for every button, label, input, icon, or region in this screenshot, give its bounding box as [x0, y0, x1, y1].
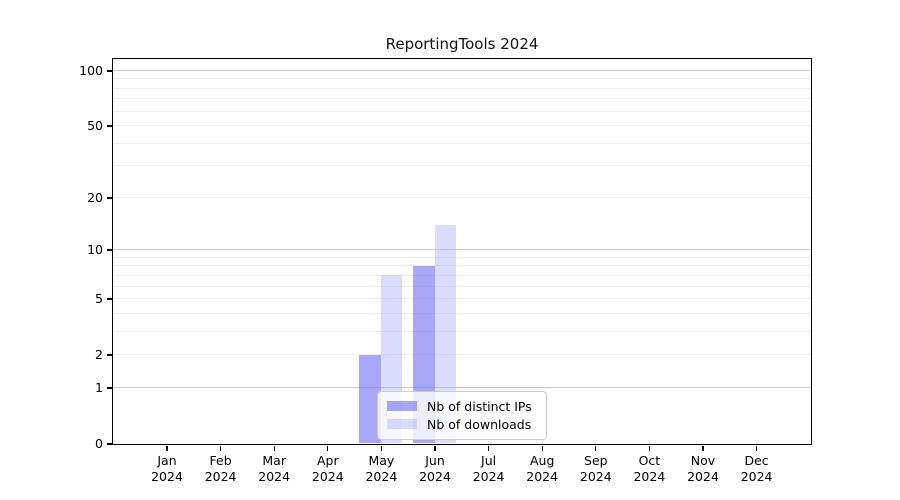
- x-tick-label-may: May 2024: [365, 453, 398, 484]
- x-tick-label-jun: Jun 2024: [419, 453, 451, 484]
- x-tick-label-oct: Oct 2024: [633, 453, 666, 484]
- gridline-minor-50: [112, 125, 811, 127]
- x-tick-label-apr: Apr 2024: [311, 453, 344, 484]
- x-tick-label-nov: Nov 2024: [687, 453, 719, 484]
- y-tick-label-2: 2: [95, 347, 103, 363]
- gridline-minor-80: [112, 87, 811, 89]
- legend: Nb of distinct IPs Nb of downloads: [377, 391, 547, 440]
- bar-distinct-ips-may: [359, 354, 381, 444]
- y-tick-mark-1: [106, 387, 112, 389]
- x-tick-label-dec: Dec 2024: [740, 453, 773, 484]
- gridline-minor-3: [112, 330, 811, 332]
- y-tick-mark-100: [106, 70, 112, 72]
- x-tick-mark-may: [380, 445, 383, 451]
- legend-entry-distinct-ips: Nb of distinct IPs: [387, 397, 537, 415]
- x-tick-mark-apr: [327, 445, 329, 451]
- legend-swatch-distinct-ips: [387, 401, 417, 411]
- x-tick-label-mar: Mar 2024: [258, 453, 291, 484]
- gridline-minor-70: [112, 98, 811, 100]
- gridline-minor-20: [112, 196, 811, 198]
- gridline-minor-30: [112, 165, 811, 167]
- gridline-major-10: [112, 249, 811, 251]
- x-tick-mark-sep: [595, 445, 597, 451]
- gridline-minor-6: [112, 285, 811, 287]
- chart-title: ReportingTools 2024: [385, 35, 539, 53]
- y-tick-mark-10: [106, 249, 112, 251]
- x-tick-label-aug: Aug 2024: [526, 453, 559, 484]
- legend-entry-downloads: Nb of downloads: [387, 415, 537, 433]
- gridline-minor-2: [112, 354, 811, 356]
- x-tick-mark-jun: [434, 445, 436, 451]
- x-tick-mark-aug: [541, 445, 543, 451]
- y-tick-mark-50: [106, 125, 112, 127]
- gridline-minor-5: [112, 298, 811, 300]
- gridline-major-1: [112, 386, 811, 388]
- y-tick-label-50: 50: [87, 118, 103, 134]
- gridline-minor-8: [112, 265, 811, 267]
- y-tick-mark-0: [106, 443, 112, 445]
- x-tick-label-sep: Sep 2024: [579, 453, 612, 484]
- y-tick-mark-5: [106, 298, 112, 300]
- y-tick-mark-20: [106, 197, 112, 199]
- legend-label-downloads: Nb of downloads: [427, 416, 532, 432]
- legend-label-distinct-ips: Nb of distinct IPs: [427, 398, 532, 414]
- y-tick-label-10: 10: [87, 242, 103, 258]
- gridline-minor-4: [112, 312, 811, 314]
- x-tick-mark-feb: [219, 445, 222, 451]
- x-tick-mark-mar: [273, 445, 275, 451]
- bar-downloads-jun: [434, 224, 456, 444]
- y-tick-mark-2: [106, 354, 112, 356]
- x-tick-label-jul: Jul 2024: [472, 453, 505, 484]
- x-tick-label-jan: Jan 2024: [151, 453, 183, 484]
- y-tick-label-100: 100: [79, 62, 103, 78]
- y-tick-label-5: 5: [95, 291, 103, 307]
- gridline-minor-7: [112, 274, 811, 276]
- plot-area: [111, 57, 812, 445]
- gridline-minor-60: [112, 110, 811, 112]
- gridline-minor-40: [112, 142, 811, 144]
- gridline-minor-9: [112, 256, 811, 258]
- y-tick-label-1: 1: [95, 379, 103, 395]
- legend-swatch-downloads: [387, 419, 417, 429]
- y-tick-label-20: 20: [87, 189, 103, 205]
- x-tick-mark-oct: [648, 445, 651, 451]
- x-tick-mark-jul: [487, 445, 490, 451]
- x-tick-mark-dec: [755, 445, 758, 451]
- x-tick-mark-jan: [166, 445, 168, 451]
- y-tick-label-0: 0: [95, 436, 103, 451]
- x-tick-label-feb: Feb 2024: [204, 453, 237, 484]
- gridline-major-100: [112, 69, 811, 71]
- x-tick-mark-nov: [702, 445, 704, 451]
- gridline-minor-90: [112, 78, 811, 80]
